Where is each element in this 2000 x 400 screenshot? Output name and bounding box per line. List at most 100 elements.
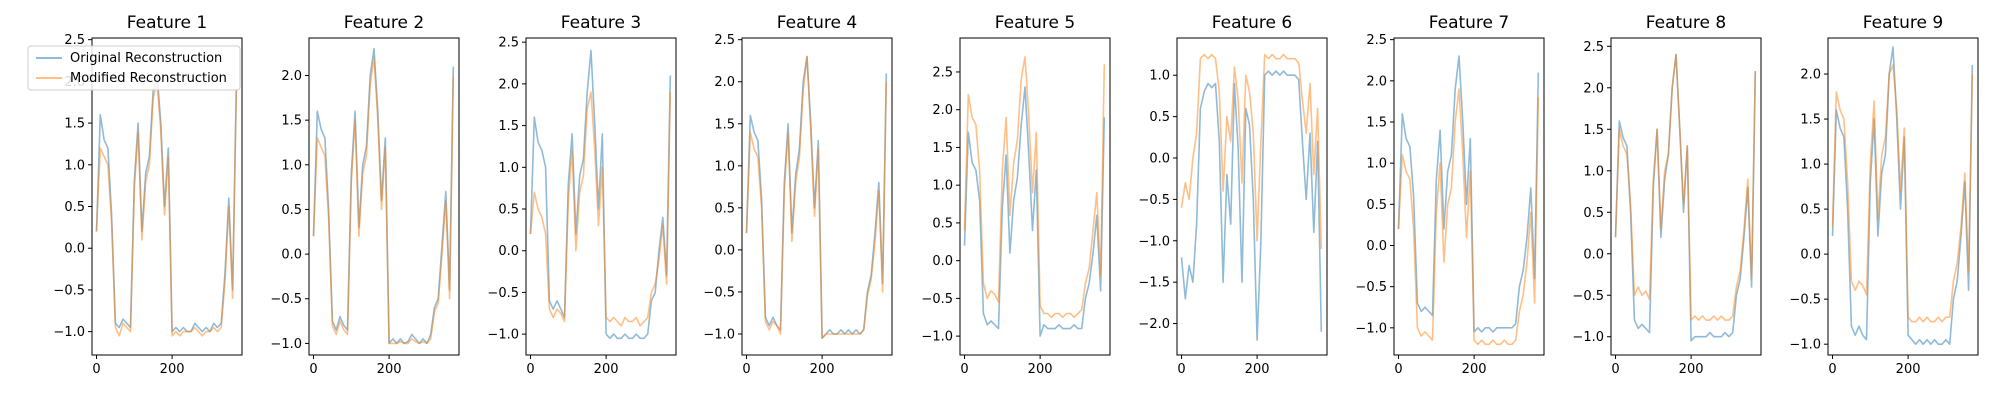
x-tick-label: 0 <box>526 362 534 377</box>
subplot-title: Feature 7 <box>1429 13 1509 33</box>
series-modified-line <box>745 55 888 339</box>
y-tick-label: −0.5 <box>1355 280 1387 295</box>
axes-frame <box>741 37 893 356</box>
y-tick-label: 2.5 <box>1366 33 1387 48</box>
legend: Original Reconstruction Modified Reconst… <box>27 45 241 91</box>
y-tick-label: 2.0 <box>1583 81 1604 96</box>
x-tick-label: 0 <box>742 362 750 377</box>
x-tick-label: 200 <box>1245 362 1270 377</box>
y-tick-label: 0.0 <box>281 248 302 263</box>
subplot-feature-7: Feature 7 −1.0 −0.5 0.0 0.5 1.0 1.5 2.0 2.5 0 200 <box>1355 13 1545 377</box>
y-tick-label: 1.5 <box>1800 113 1821 128</box>
x-tick-label: 200 <box>1679 362 1704 377</box>
y-tick-label: 1.5 <box>498 119 519 134</box>
y-tick-label: −0.5 <box>1789 293 1821 308</box>
y-tick-label: −1.0 <box>1138 234 1170 249</box>
subplot-feature-4: Feature 4 −1.0 −0.5 0.0 0.5 1.0 1.5 2.0 2.5 0 200 <box>703 13 893 377</box>
x-tick-label: 0 <box>92 362 100 377</box>
y-tick-label: −2.0 <box>1138 317 1170 332</box>
y-tick-label: 0.0 <box>1800 248 1821 263</box>
y-tick-label: −1.5 <box>1138 276 1170 291</box>
subplot-title: Feature 6 <box>1212 13 1292 33</box>
y-tick-label: −0.5 <box>921 292 953 307</box>
x-tick-label: 0 <box>1177 362 1185 377</box>
y-tick-label: −0.5 <box>53 283 85 298</box>
y-tick-label: −1.0 <box>270 337 302 352</box>
series-original-line <box>95 72 238 333</box>
series-original-line <box>529 49 672 340</box>
y-tick-label: 0.5 <box>64 200 85 215</box>
y-tick-label: 2.0 <box>281 69 302 84</box>
y-tick-label: 0.0 <box>498 244 519 259</box>
subplot-title: Feature 1 <box>127 13 207 33</box>
x-tick-label: 200 <box>1028 362 1053 377</box>
y-tick-label: 0.5 <box>281 203 302 218</box>
y-tick-label: −0.5 <box>1572 289 1604 304</box>
x-tick-label: 200 <box>1462 362 1487 377</box>
y-tick-label: 1.0 <box>64 158 85 173</box>
x-tick-label: 0 <box>960 362 968 377</box>
subplot-title: Feature 4 <box>777 13 857 33</box>
series-original-line <box>1397 55 1540 333</box>
subplot-feature-6: Feature 6 −2.0 −1.5 −1.0 −0.5 0.0 0.5 1.0 0 200 <box>1138 13 1328 377</box>
series-original-line <box>963 86 1106 337</box>
axes-frame <box>1176 37 1328 356</box>
y-tick-label: −0.5 <box>703 285 735 300</box>
subplot-title: Feature 8 <box>1646 13 1726 33</box>
y-tick-label: 0.0 <box>1149 152 1170 167</box>
y-tick-label: −1.0 <box>1355 321 1387 336</box>
y-tick-label: 1.0 <box>714 159 735 174</box>
axes-frame <box>1827 37 1979 356</box>
y-tick-label: −0.5 <box>270 292 302 307</box>
legend-label-modified: Modified Reconstruction <box>70 71 227 86</box>
y-tick-label: 0.0 <box>64 242 85 257</box>
y-tick-label: 0.5 <box>498 203 519 218</box>
y-tick-label: −0.5 <box>487 286 519 301</box>
series-modified-line <box>95 80 238 337</box>
y-tick-label: 2.0 <box>1800 68 1821 83</box>
y-tick-label: 1.0 <box>281 158 302 173</box>
series-original-line <box>1831 46 1974 345</box>
subplot-feature-9: Feature 9 −1.0 −0.5 0.0 0.5 1.0 1.5 2.0 0 200 <box>1789 13 1979 377</box>
y-tick-label: −1.0 <box>487 328 519 343</box>
subplot-feature-2: Feature 2 −1.0 −0.5 0.0 0.5 1.0 1.5 2.0 0 200 <box>270 13 460 377</box>
y-tick-label: −1.0 <box>1789 338 1821 353</box>
y-tick-label: 0.5 <box>1366 198 1387 213</box>
y-tick-label: 2.0 <box>498 77 519 92</box>
y-tick-label: 1.5 <box>1366 115 1387 130</box>
y-tick-label: −1.0 <box>53 325 85 340</box>
subplot-title: Feature 5 <box>995 13 1075 33</box>
x-tick-label: 0 <box>1611 362 1619 377</box>
y-tick-label: 2.5 <box>498 36 519 51</box>
series-modified-line <box>1397 88 1540 346</box>
axes-frame <box>525 37 677 356</box>
subplot-grid: Feature 1−1.0−0.50.00.51.01.52.02.50200F… <box>53 13 1979 377</box>
y-tick-label: −1.0 <box>1572 330 1604 345</box>
y-tick-label: 2.0 <box>932 103 953 118</box>
y-tick-label: −1.0 <box>921 330 953 345</box>
y-tick-label: 1.0 <box>932 179 953 194</box>
x-tick-label: 200 <box>594 362 619 377</box>
y-tick-label: 1.5 <box>714 117 735 132</box>
y-tick-label: 1.5 <box>932 141 953 156</box>
y-tick-label: 2.0 <box>714 75 735 90</box>
y-tick-label: 1.5 <box>64 117 85 132</box>
y-tick-label: 1.5 <box>281 114 302 129</box>
series-modified-line <box>1614 53 1757 321</box>
series-original-line <box>745 55 888 339</box>
y-tick-label: 0.5 <box>932 216 953 231</box>
axes-frame <box>959 37 1111 356</box>
y-tick-label: 1.0 <box>1800 158 1821 173</box>
y-tick-label: 2.5 <box>1583 40 1604 55</box>
legend-label-original: Original Reconstruction <box>70 51 222 66</box>
y-tick-label: 2.0 <box>1366 74 1387 89</box>
y-tick-label: 0.0 <box>1366 239 1387 254</box>
legend-box <box>27 45 241 91</box>
y-tick-label: −0.5 <box>1138 193 1170 208</box>
x-tick-label: 200 <box>377 362 402 377</box>
subplot-title: Feature 2 <box>344 13 424 33</box>
y-tick-label: 0.0 <box>714 243 735 258</box>
x-tick-label: 200 <box>1896 362 1921 377</box>
y-tick-label: 0.5 <box>1149 110 1170 125</box>
y-tick-label: 1.0 <box>1149 69 1170 84</box>
